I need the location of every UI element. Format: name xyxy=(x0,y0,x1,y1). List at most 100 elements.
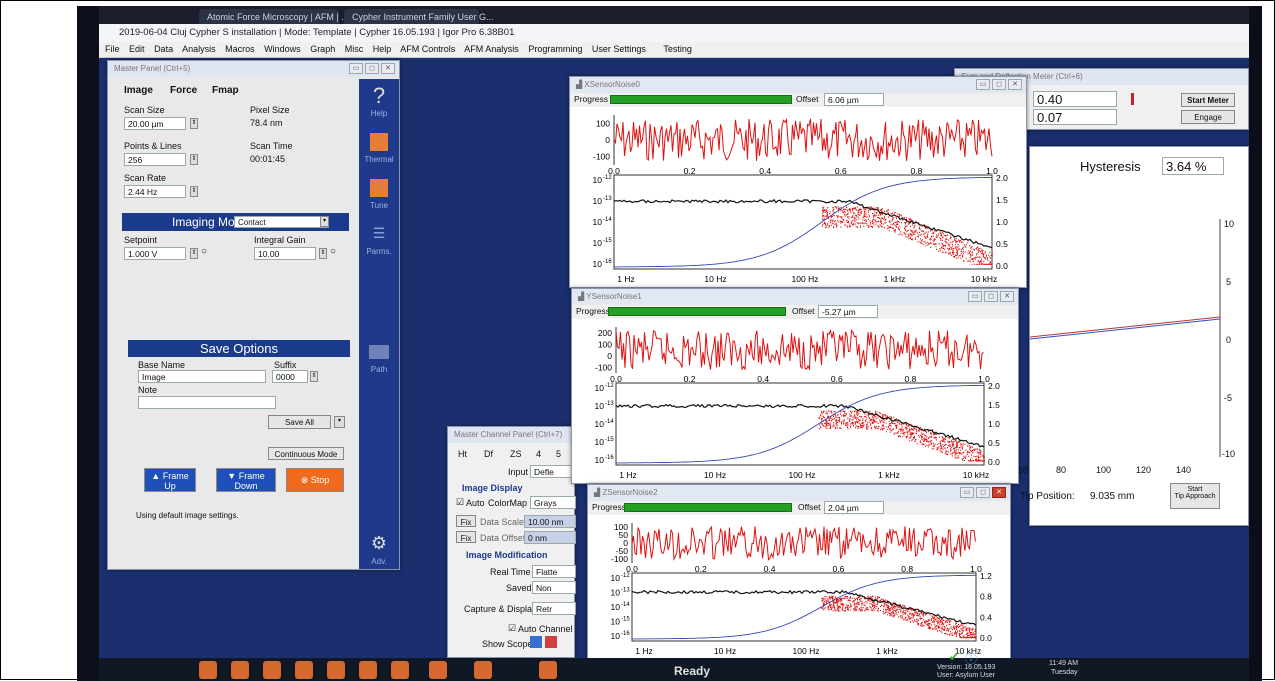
real-time-select[interactable]: Flatte xyxy=(532,565,576,578)
auto-checkbox[interactable]: ☑ xyxy=(456,497,465,507)
tab-image[interactable]: Image xyxy=(124,85,153,96)
tab-force[interactable]: Force xyxy=(170,85,198,96)
tab-zs[interactable]: ZS xyxy=(510,449,522,459)
app-icon[interactable] xyxy=(474,661,492,679)
minimize-icon[interactable]: ▭ xyxy=(349,63,363,74)
setpoint-field[interactable]: 1.000 V xyxy=(124,247,186,260)
scan-rate-field[interactable]: 2.44 Hz xyxy=(124,185,186,198)
maximize-icon[interactable]: ◻ xyxy=(992,79,1006,90)
setpoint-radio[interactable]: ○ xyxy=(201,246,208,257)
save-all-menu-icon[interactable]: ▾ xyxy=(334,416,345,428)
points-lines-spinner[interactable]: ⇕ xyxy=(190,154,198,165)
maximize-icon[interactable]: ◻ xyxy=(984,291,998,302)
help-icon[interactable]: ? xyxy=(372,83,386,108)
menu-file[interactable]: File xyxy=(105,44,120,54)
suffix-field[interactable]: 0000 xyxy=(272,370,308,383)
app-icon[interactable] xyxy=(429,661,447,679)
app-icon[interactable] xyxy=(391,661,409,679)
maximize-icon[interactable]: ◻ xyxy=(365,63,379,74)
minimize-icon[interactable]: ▭ xyxy=(968,291,982,302)
start-meter-button[interactable]: Start Meter xyxy=(1181,93,1235,107)
menu-windows[interactable]: Windows xyxy=(264,44,301,54)
menu-data[interactable]: Data xyxy=(154,44,174,54)
menu-afm-controls[interactable]: AFM Controls xyxy=(400,44,456,54)
data-offset-field[interactable]: 0 nm xyxy=(524,531,576,544)
noise-plot-area: 100 50 0 -50 -100 0.0 0.2 0.4 0.6 0.8 1.0 10 -12 10 -1… xyxy=(588,515,1010,659)
engage-button[interactable]: Engage xyxy=(1181,110,1235,124)
app-icon[interactable] xyxy=(231,661,249,679)
tune-icon[interactable] xyxy=(370,179,388,197)
frame-down-button[interactable]: ▼ Frame Down xyxy=(216,468,276,492)
close-icon[interactable]: ✕ xyxy=(1008,79,1022,90)
parms-icon[interactable]: ☰ xyxy=(372,225,386,241)
scope-blue-toggle[interactable] xyxy=(530,636,542,648)
menu-help[interactable]: Help xyxy=(372,44,392,54)
integral-gain-field[interactable]: 10.00 xyxy=(254,247,316,260)
menu-user-settings[interactable]: User Settings xyxy=(591,44,646,54)
points-lines-field[interactable]: 256 xyxy=(124,153,186,166)
gear-icon[interactable]: ⚙ xyxy=(370,533,388,553)
integral-gain-spinner[interactable]: ⇕ xyxy=(319,248,327,259)
tab-4[interactable]: 4 xyxy=(536,449,542,459)
scan-size-spinner[interactable]: ⇕ xyxy=(190,118,198,129)
tip-approach-button[interactable]: Start Tip Approach xyxy=(1170,483,1220,509)
menu-testing[interactable]: Testing xyxy=(663,44,692,54)
menu-graph[interactable]: Graph xyxy=(310,44,336,54)
browser-tab-cypher[interactable]: Cypher Instrument Family User G... xyxy=(344,9,494,28)
app-icon[interactable] xyxy=(263,661,281,679)
thermal-icon[interactable] xyxy=(370,133,388,151)
menu-analysis[interactable]: Analysis xyxy=(182,44,216,54)
auto-channel-checkbox[interactable]: ☑ xyxy=(508,623,517,633)
upper-tick: 0.8 xyxy=(901,564,913,574)
menu-edit[interactable]: Edit xyxy=(129,44,145,54)
data-scale-field[interactable]: 10.00 nm xyxy=(524,515,576,528)
close-icon[interactable]: ✕ xyxy=(381,63,395,74)
save-all-button[interactable]: Save All xyxy=(268,415,331,429)
base-name-field[interactable]: Image xyxy=(138,370,266,383)
app-icon[interactable] xyxy=(199,661,217,679)
minimize-icon[interactable]: ▭ xyxy=(976,79,990,90)
app-icon[interactable] xyxy=(295,661,313,679)
menu-afm-analysis[interactable]: AFM Analysis xyxy=(464,44,519,54)
setpoint-spinner[interactable]: ⇕ xyxy=(190,248,198,259)
menu-misc[interactable]: Misc xyxy=(344,44,364,54)
minimize-icon[interactable]: ▭ xyxy=(960,487,974,498)
ysensor-titlebar: ▟ YSensorNoise1 ▭ ◻ ✕ xyxy=(572,289,1018,305)
freq-tick: 1 Hz xyxy=(617,274,634,284)
offset-field[interactable]: 2.04 µm xyxy=(824,501,884,514)
suffix-spinner[interactable]: ⇕ xyxy=(310,371,318,382)
input-select[interactable]: Defle xyxy=(530,465,576,478)
close-icon[interactable]: ✕ xyxy=(992,487,1006,498)
imaging-mode-select[interactable]: Contact xyxy=(234,216,329,228)
close-icon[interactable]: ✕ xyxy=(1000,291,1014,302)
browser-tab-afm[interactable]: Atomic Force Microscopy | AFM | ... xyxy=(199,9,349,28)
tab-fmap[interactable]: Fmap xyxy=(212,85,239,96)
tab-ht[interactable]: Ht xyxy=(458,449,467,459)
integral-gain-radio[interactable]: ○ xyxy=(330,246,337,257)
fix-offset-button[interactable]: Fix xyxy=(456,531,476,543)
menu-programming[interactable]: Programming xyxy=(528,44,583,54)
path-icon[interactable] xyxy=(369,345,389,359)
scan-mode-select[interactable]: Continuous Mode xyxy=(268,447,344,460)
stop-button[interactable]: ⊗ Stop xyxy=(286,468,344,492)
fix-scale-button[interactable]: Fix xyxy=(456,515,476,527)
tab-5[interactable]: 5 xyxy=(556,449,562,459)
frame-up-button[interactable]: ▲ Frame Up xyxy=(144,468,196,492)
colormap-select[interactable]: Grays xyxy=(530,496,576,509)
offset-field[interactable]: -5.27 µm xyxy=(818,305,878,318)
tab-df[interactable]: Df xyxy=(484,449,493,459)
scan-size-field[interactable]: 20.00 µm xyxy=(124,117,186,130)
menu-macros[interactable]: Macros xyxy=(225,44,255,54)
maximize-icon[interactable]: ◻ xyxy=(976,487,990,498)
capture-select[interactable]: Retr xyxy=(532,602,576,615)
scan-rate-spinner[interactable]: ⇕ xyxy=(190,186,198,197)
saved-select[interactable]: Non xyxy=(532,581,576,594)
app-icon[interactable] xyxy=(327,661,345,679)
scope-red-toggle[interactable] xyxy=(545,636,557,648)
app-icon[interactable] xyxy=(539,661,557,679)
offset-field[interactable]: 6.06 µm xyxy=(824,93,884,106)
spectrum-y-tick: 10 xyxy=(595,437,605,447)
note-field[interactable] xyxy=(138,396,276,409)
app-icon[interactable] xyxy=(359,661,377,679)
chevron-down-icon[interactable]: ▾ xyxy=(320,216,329,227)
